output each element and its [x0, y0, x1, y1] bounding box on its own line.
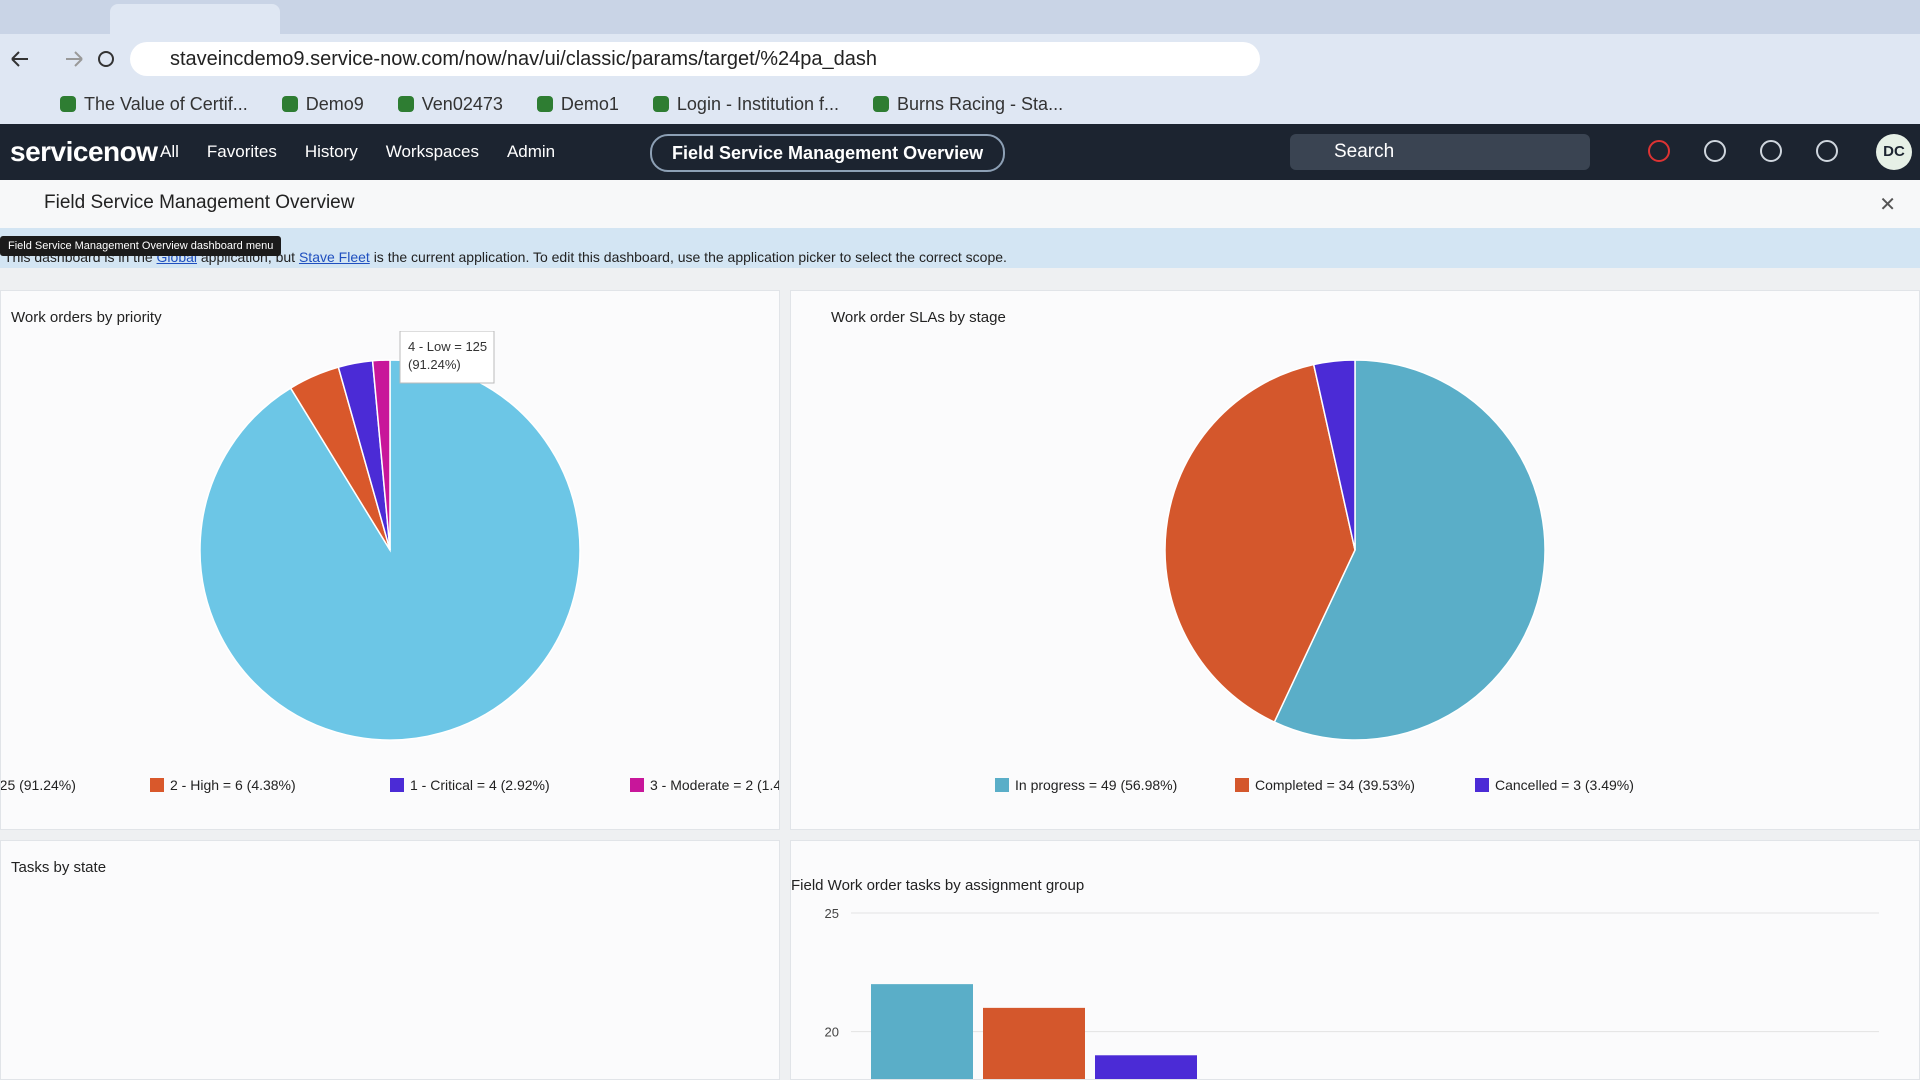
bar [1095, 1055, 1197, 1079]
legend-swatch [630, 778, 644, 792]
tab[interactable] [110, 4, 280, 34]
y-tick-label: 20 [825, 1025, 839, 1040]
legend-swatch [1475, 778, 1489, 792]
banner-link[interactable]: Stave Fleet [298, 249, 370, 265]
legend-label: 1 - Critical = 4 (2.92%) [410, 777, 550, 793]
widget: Tasks by state [0, 840, 780, 1080]
dashboard-header: Field Service Management Overview ✕ [0, 180, 1920, 229]
legend-label: 4 - Low = 125 (91.24%) [1, 777, 76, 793]
nav-buttons[interactable] [6, 42, 116, 76]
menu-item[interactable]: Admin [506, 142, 556, 161]
bookmark[interactable]: Ven02473 [398, 94, 503, 115]
legend-swatch [995, 778, 1009, 792]
menu-tooltip: Field Service Management Overview dashbo… [0, 236, 282, 256]
tooltip-text: (91.24%) [408, 357, 461, 372]
nav-bar: servicenow All Favorites History Workspa… [0, 124, 1920, 180]
banner-text: is the current application. To edit this… [373, 249, 1007, 265]
avatar[interactable]: DC [1876, 134, 1912, 170]
logo[interactable]: servicenow [10, 136, 158, 167]
close-icon[interactable]: ✕ [1879, 194, 1896, 216]
legend-swatch [150, 778, 164, 792]
search-box[interactable]: Search [1290, 134, 1590, 170]
nav-menu: All Favorites History Workspaces Admin [160, 142, 555, 162]
bookmark[interactable]: Burns Racing - Sta... [873, 94, 1063, 115]
pie-slice [371, 359, 391, 551]
widget-title: Field Work order tasks by assignment gro… [791, 877, 1085, 894]
pie-slice [1164, 363, 1356, 724]
scope-icon[interactable] [1648, 140, 1670, 162]
pie-chart: In progress = 49 (56.98%) Completed = 34 … [995, 359, 1634, 793]
legend-label: Completed = 34 (39.53%) [1255, 777, 1415, 793]
menu-item[interactable]: Favorites [206, 142, 277, 161]
legend-label: Cancelled = 3 (3.49%) [1495, 777, 1634, 793]
widget-title: Work order SLAs by stage [831, 309, 1006, 326]
widget: Work orders by priority 4 - Low = 125 (9… [0, 290, 780, 830]
widget: Work order SLAs by stage In progress = 4… [790, 290, 1920, 830]
widget-title: Work orders by priority [11, 309, 162, 326]
y-tick-label: 25 [825, 906, 839, 921]
legend-label: In progress = 49 (56.98%) [1015, 777, 1177, 793]
context-pill[interactable]: Field Service Management Overview [650, 134, 1006, 172]
tab-strip [0, 0, 1920, 34]
pie-slice [1273, 359, 1546, 741]
help-icon[interactable] [1760, 140, 1782, 162]
bookmarks-bar: The Value of Certif... Demo9 Ven02473 De… [0, 84, 1920, 124]
bar [871, 984, 973, 1079]
info-banner: This dashboard is in the Global applicat… [0, 228, 1920, 268]
dashboard-title[interactable]: Field Service Management Overview [44, 192, 355, 213]
pie-slice [1312, 359, 1356, 551]
tooltip-box [399, 331, 495, 384]
tooltip-text: 4 - Low = 125 [408, 339, 487, 354]
bookmark[interactable]: Demo1 [537, 94, 619, 115]
menu-item[interactable]: History [304, 142, 358, 161]
pie-chart: 4 - Low = 125 (91.24%) 2 - High = 6 (4.38… [1, 331, 779, 793]
chat-icon[interactable] [1704, 140, 1726, 162]
bell-icon[interactable] [1816, 140, 1838, 162]
bookmark[interactable]: Login - Institution f... [653, 94, 839, 115]
legend-label: 3 - Moderate = 2 (1.46%) [650, 777, 779, 793]
widget: Field Work order tasks by assignment gro… [790, 840, 1920, 1080]
widget-title: Tasks by state [11, 859, 107, 876]
bookmark[interactable]: Demo9 [282, 94, 364, 115]
legend-swatch [1235, 778, 1249, 792]
bar [983, 1007, 1085, 1079]
menu-item[interactable]: Workspaces [385, 142, 479, 161]
menu-item[interactable]: All [160, 142, 179, 161]
url-field[interactable]: staveincdemo9.service-now.com/now/nav/ui… [130, 42, 1260, 76]
legend-label: 2 - High = 6 (4.38%) [170, 777, 296, 793]
bookmark[interactable]: The Value of Certif... [60, 94, 248, 115]
legend-swatch [390, 778, 404, 792]
